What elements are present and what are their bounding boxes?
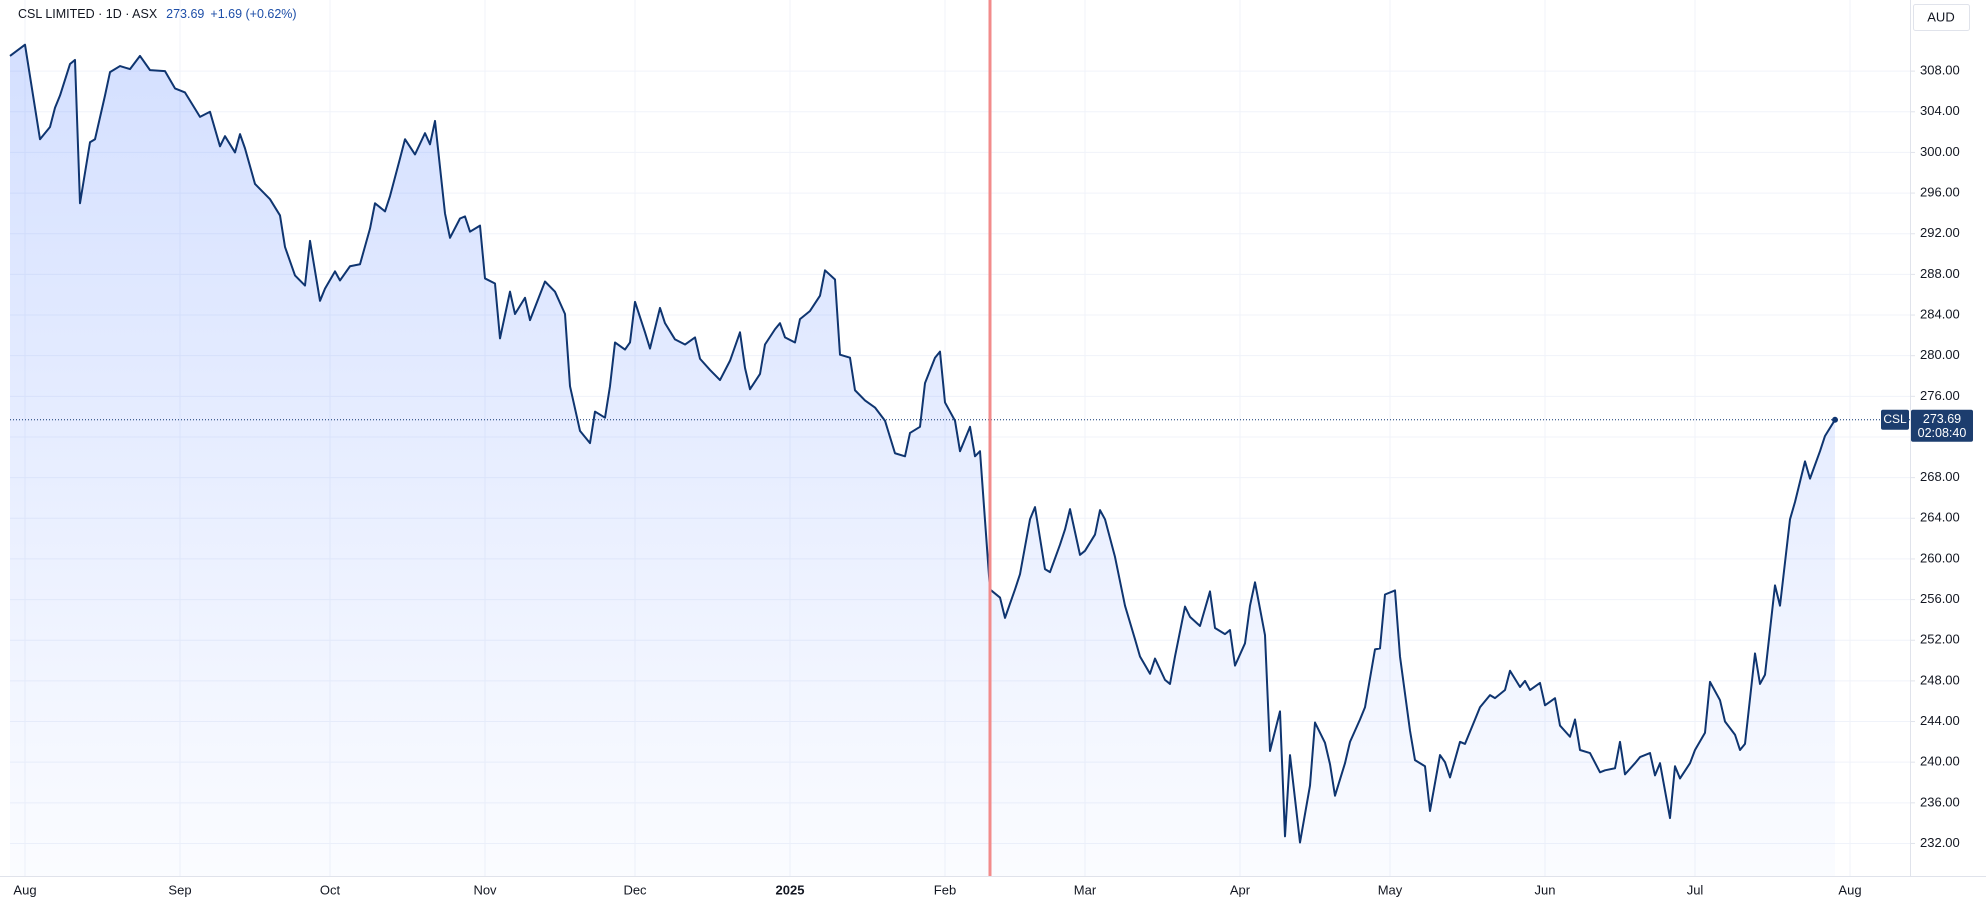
y-tick-label: 284.00 [1920, 306, 1960, 321]
x-tick-label: Mar [1074, 882, 1097, 897]
price-change: +1.69 (+0.62%) [210, 7, 296, 21]
symbol-label: CSL [1883, 412, 1907, 426]
symbol-badge [1881, 409, 1909, 430]
y-tick-label: 256.00 [1920, 591, 1960, 606]
x-tick-label: Apr [1230, 882, 1251, 897]
y-tick-label: 252.00 [1920, 632, 1960, 647]
price-badge [1911, 409, 1973, 442]
x-tick-label: Feb [934, 882, 956, 897]
y-tick-label: 276.00 [1920, 388, 1960, 403]
last-point [1832, 416, 1838, 423]
y-tick-label: 292.00 [1920, 225, 1960, 240]
price-line [9, 43, 1836, 844]
y-tick-label: 244.00 [1920, 713, 1960, 728]
area-fill [10, 44, 1835, 876]
y-tick-label: 260.00 [1920, 550, 1960, 565]
x-tick-label: Aug [1838, 882, 1861, 897]
x-tick-label: May [1378, 882, 1403, 897]
y-tick-label: 296.00 [1920, 185, 1960, 200]
y-tick-label: 304.00 [1920, 103, 1960, 118]
y-tick-label: 248.00 [1920, 672, 1960, 687]
y-tick-label: 280.00 [1920, 347, 1960, 362]
x-tick-label: Nov [473, 882, 497, 897]
y-tick-label: 232.00 [1920, 835, 1960, 850]
axes: 232.00 236.00 240.00 244.00 248.00 252.00 256.… [13, 63, 1973, 897]
x-tick-label: Jun [1535, 882, 1556, 897]
y-tick-label: 308.00 [1920, 63, 1960, 78]
price-axis-bg [1911, 0, 1986, 909]
y-tick-label: 264.00 [1920, 510, 1960, 525]
x-tick-label: Oct [320, 882, 341, 897]
x-tick-label: Aug [13, 882, 36, 897]
last-price: 273.69 [166, 7, 204, 21]
y-tick-label: 300.00 [1920, 144, 1960, 159]
legend: CSL LIMITED · 1D · ASX 273.69 +1.69 (+0.62… [18, 7, 297, 21]
currency-box[interactable] [1913, 4, 1970, 31]
currency: AUD [1927, 9, 1954, 24]
x-tick-label: 2025 [776, 882, 805, 897]
price-badge-value: 273.69 [1923, 412, 1961, 426]
y-tick-label: 240.00 [1920, 754, 1960, 769]
y-tick-label: 288.00 [1920, 266, 1960, 281]
x-tick-label: Sep [168, 882, 191, 897]
y-tick-label: 236.00 [1920, 794, 1960, 809]
x-tick-label: Dec [623, 882, 647, 897]
price-badge-countdown: 02:08:40 [1918, 426, 1967, 440]
x-tick-label: Jul [1687, 882, 1704, 897]
symbol-title: CSL LIMITED · 1D · ASX [18, 7, 158, 21]
y-tick-label: 268.00 [1920, 469, 1960, 484]
plot [9, 0, 1910, 876]
